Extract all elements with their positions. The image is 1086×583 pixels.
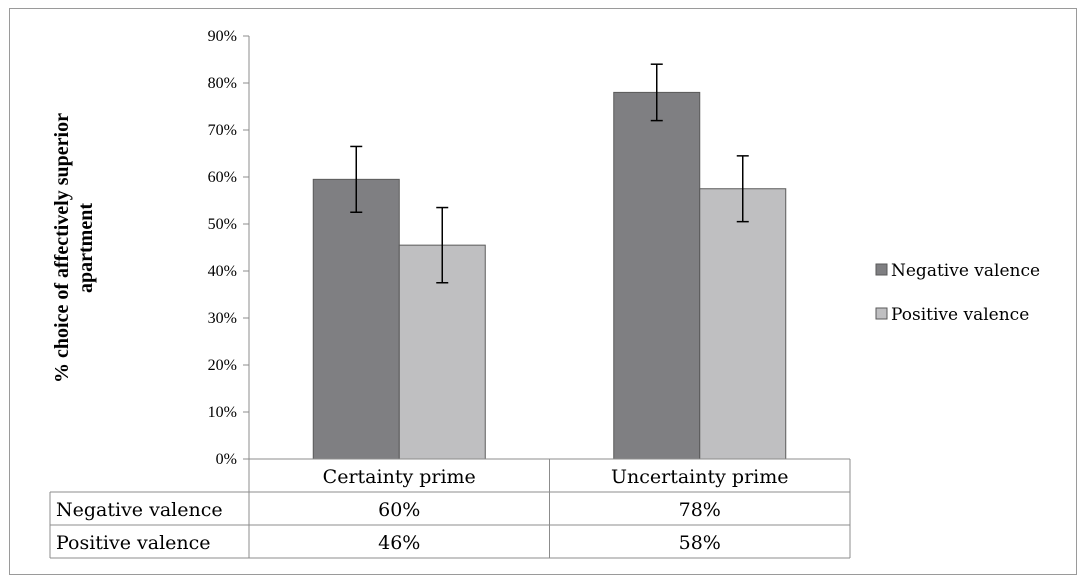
table-cell-value: 60% <box>378 499 420 521</box>
y-axis-label-line: % choice of affectively superior <box>51 113 73 383</box>
chart-frame <box>9 8 1077 575</box>
y-tick-label: 0% <box>216 451 237 468</box>
y-axis: 0% 10% 20% 30% 40% 50% 60% 70% 80% 90% <box>208 28 250 468</box>
error-bars <box>350 63 749 284</box>
legend-swatch <box>875 307 888 320</box>
y-tick-label: 30% <box>208 310 237 327</box>
y-tick-label: 60% <box>208 169 237 186</box>
bars <box>312 91 787 460</box>
legend-swatch <box>875 263 888 276</box>
category-label: Uncertainty prime <box>611 466 789 488</box>
y-axis-label: % choice of affectively superior apartmen… <box>51 113 97 383</box>
category-label: Certainty prime <box>323 466 476 488</box>
table-cell-value: 46% <box>378 532 420 554</box>
data-table: Certainty prime Uncertainty prime Negative… <box>49 458 851 559</box>
y-tick-label: 50% <box>208 216 237 233</box>
bar-negative-valence <box>312 178 400 460</box>
y-tick-label: 10% <box>208 404 237 421</box>
y-axis-label-line: apartment <box>75 203 97 293</box>
bar-negative-valence <box>613 91 701 460</box>
table-cell-value: 58% <box>679 532 721 554</box>
table-row-label: Negative valence <box>56 499 223 521</box>
y-tick-label: 80% <box>208 75 237 92</box>
y-tick-label: 20% <box>208 357 237 374</box>
y-tick-label: 40% <box>208 263 237 280</box>
legend-label: Negative valence <box>891 261 1040 281</box>
legend-label: Positive valence <box>891 305 1029 325</box>
y-tick-label: 70% <box>208 122 237 139</box>
table-row-label: Positive valence <box>56 532 211 554</box>
bar-positive-valence <box>699 188 787 460</box>
table-cell-value: 78% <box>679 499 721 521</box>
y-tick-label: 90% <box>208 28 237 45</box>
legend: Negative valence Positive valence <box>875 261 1040 325</box>
